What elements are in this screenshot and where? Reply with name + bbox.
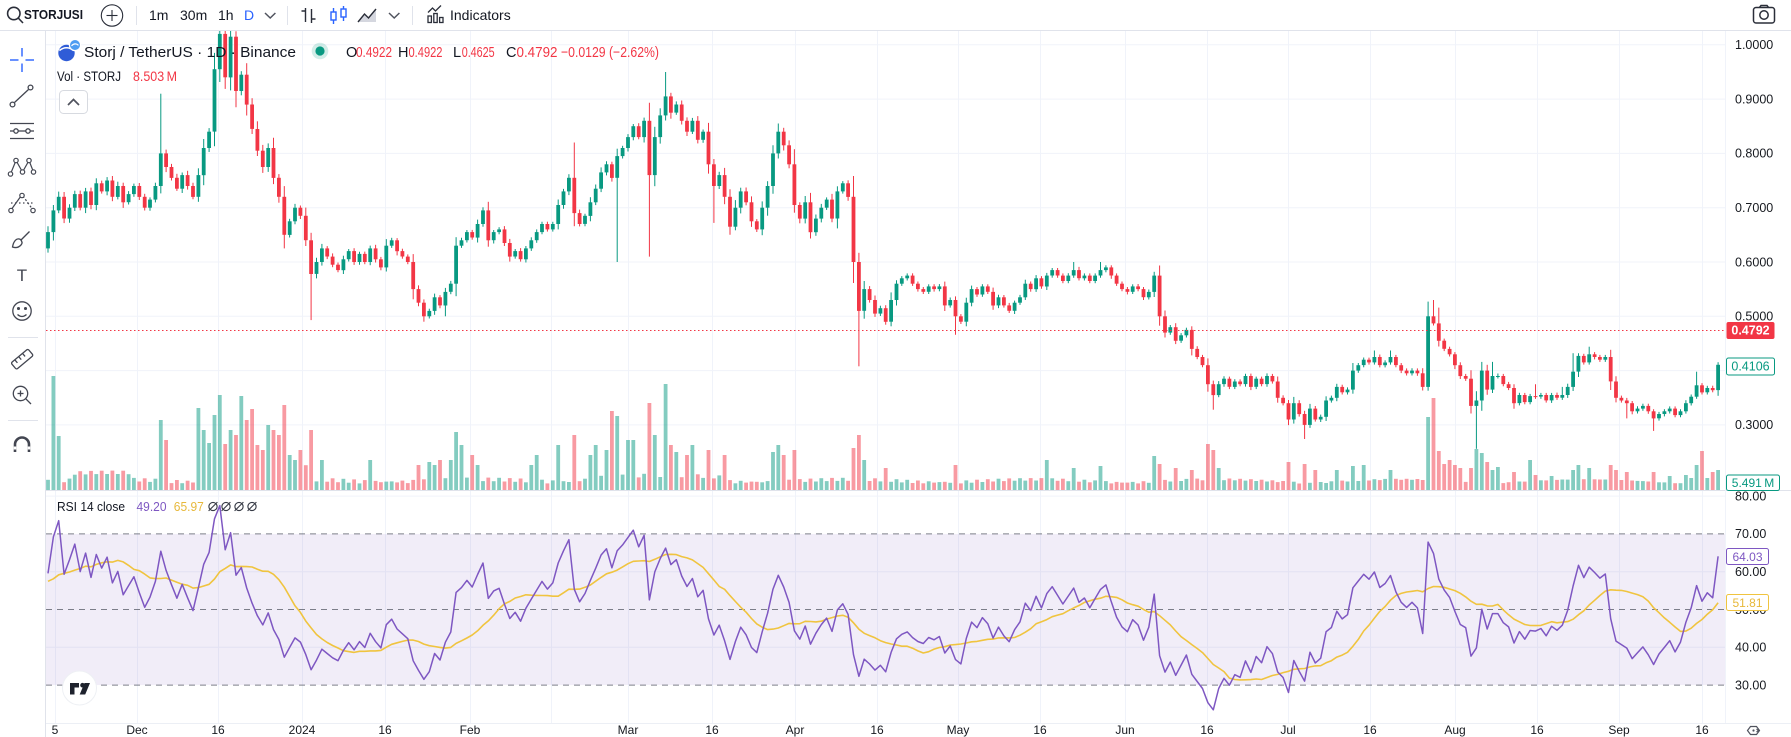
svg-text:80.00: 80.00 xyxy=(1735,489,1766,503)
svg-text:H: H xyxy=(398,45,408,61)
svg-text:0.6000: 0.6000 xyxy=(1735,255,1773,269)
svg-text:0.4106: 0.4106 xyxy=(1731,360,1769,374)
svg-text:0.4625: 0.4625 xyxy=(462,45,495,61)
svg-text:0.4792: 0.4792 xyxy=(517,45,558,61)
svg-text:−0.0129 (−2.62%): −0.0129 (−2.62%) xyxy=(561,45,659,61)
svg-text:Feb: Feb xyxy=(460,723,481,737)
svg-text:2024: 2024 xyxy=(289,723,316,737)
svg-text:16: 16 xyxy=(378,723,392,737)
svg-text:0.3000: 0.3000 xyxy=(1735,418,1773,432)
svg-text:30m: 30m xyxy=(180,7,207,23)
svg-text:0.4792: 0.4792 xyxy=(1731,324,1769,338)
svg-text:16: 16 xyxy=(1363,723,1377,737)
svg-text:40.00: 40.00 xyxy=(1735,641,1766,655)
svg-text:Vol · STORJ: Vol · STORJ xyxy=(57,69,121,84)
svg-text:Apr: Apr xyxy=(786,723,805,737)
svg-text:16: 16 xyxy=(705,723,719,737)
svg-text:1m: 1m xyxy=(149,7,168,23)
svg-text:16: 16 xyxy=(1530,723,1544,737)
svg-text:51.81: 51.81 xyxy=(1732,596,1762,610)
svg-text:5.491 M: 5.491 M xyxy=(1732,476,1774,490)
svg-text:49.20: 49.20 xyxy=(137,500,167,514)
svg-text:May: May xyxy=(947,723,970,737)
svg-text:Dec: Dec xyxy=(126,723,147,737)
svg-text:D: D xyxy=(244,7,254,23)
svg-text:16: 16 xyxy=(870,723,884,737)
svg-text:O: O xyxy=(346,45,357,61)
svg-text:1.0000: 1.0000 xyxy=(1735,38,1773,52)
svg-text:Indicators: Indicators xyxy=(450,7,511,23)
svg-text:0.9000: 0.9000 xyxy=(1735,92,1773,106)
svg-text:60.00: 60.00 xyxy=(1735,565,1766,579)
svg-text:Aug: Aug xyxy=(1444,723,1465,737)
svg-text:Sep: Sep xyxy=(1608,723,1630,737)
svg-text:0.5000: 0.5000 xyxy=(1735,310,1773,324)
svg-text:STORJUSI: STORJUSI xyxy=(24,7,83,22)
svg-text:65.97: 65.97 xyxy=(174,500,204,514)
svg-text:0.4922: 0.4922 xyxy=(409,45,443,61)
svg-text:RSI 14 close: RSI 14 close xyxy=(57,500,125,514)
svg-text:16: 16 xyxy=(211,723,225,737)
svg-text:70.00: 70.00 xyxy=(1735,527,1766,541)
svg-text:C: C xyxy=(506,45,516,61)
svg-text:16: 16 xyxy=(1200,723,1214,737)
svg-text:16: 16 xyxy=(1695,723,1709,737)
svg-text:5: 5 xyxy=(52,723,59,737)
svg-text:Jun: Jun xyxy=(1115,723,1134,737)
svg-text:T: T xyxy=(17,266,27,285)
svg-text:Mar: Mar xyxy=(618,723,639,737)
svg-text:L: L xyxy=(453,45,461,61)
svg-text:64.03: 64.03 xyxy=(1732,550,1762,564)
svg-text:0.4922: 0.4922 xyxy=(356,45,392,61)
svg-text:30.00: 30.00 xyxy=(1735,678,1766,692)
svg-text:Jul: Jul xyxy=(1280,723,1295,737)
svg-text:Storj / TetherUS · 1D · Binanc: Storj / TetherUS · 1D · Binance xyxy=(84,45,296,61)
svg-text:1h: 1h xyxy=(218,7,234,23)
svg-text:8.503 M: 8.503 M xyxy=(133,69,177,84)
svg-text:16: 16 xyxy=(1033,723,1047,737)
svg-text:0.8000: 0.8000 xyxy=(1735,147,1773,161)
svg-text:0.7000: 0.7000 xyxy=(1735,201,1773,215)
